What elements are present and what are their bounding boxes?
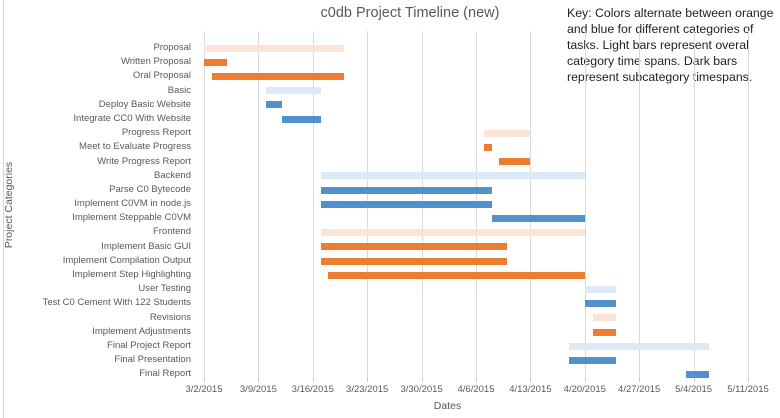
category-label: Integrate CC0 With Website	[73, 112, 191, 124]
plot-area	[204, 31, 749, 382]
category-label: Frontend	[152, 226, 191, 238]
gantt-bar	[569, 357, 616, 364]
category-label: Implement C0VM in node.js	[74, 198, 191, 210]
key-note-line: represent subcategory timespans.	[567, 70, 753, 84]
gridline	[204, 31, 205, 378]
category-label: Implement Basic GUI	[101, 240, 191, 252]
date-tick-label: 4/13/2015	[509, 384, 552, 395]
gantt-bar	[685, 371, 710, 379]
date-tick-label: 3/23/2015	[346, 384, 389, 395]
key-note: Key: Colors alternate between orange and…	[567, 5, 779, 85]
gantt-bar	[499, 158, 531, 166]
gridline	[639, 31, 641, 378]
axis-tick	[584, 378, 586, 382]
axis-tick	[693, 378, 695, 382]
date-axis: 3/2/2015 3/9/2015 3/16/2015 3/23/2015 3/30/2…	[0, 384, 780, 398]
gridline	[584, 31, 586, 378]
date-tick-label: 5/4/2015	[675, 384, 713, 395]
x-axis-title: Dates	[433, 400, 462, 412]
category-label: Test C0 Cement With 122 Students	[42, 297, 191, 309]
category-label: Final Report	[139, 368, 191, 380]
gantt-bar	[281, 115, 321, 123]
category-label: Backend	[154, 169, 191, 181]
category-label: Implement Adjustments	[92, 325, 191, 337]
gridline	[748, 31, 749, 378]
gantt-bar	[204, 58, 228, 66]
category-label: Progress Report	[121, 127, 191, 139]
gantt-bar	[328, 271, 585, 279]
category-axis: Proposal Written Proposal Oral Proposal Bas…	[0, 41, 197, 382]
axis-tick	[476, 378, 477, 382]
category-label: Meet to Evaluate Progress	[79, 141, 191, 153]
category-label: Write Progress Report	[97, 155, 191, 167]
gantt-bar	[491, 215, 585, 222]
gantt-bar	[204, 44, 344, 52]
gantt-bar	[584, 300, 616, 308]
gantt-bar	[320, 172, 585, 180]
gantt-bar	[592, 314, 616, 322]
axis-tick	[421, 378, 423, 382]
category-label: Final Project Report	[107, 339, 191, 351]
category-label: Written Proposal	[120, 56, 191, 68]
gantt-bar	[266, 101, 282, 109]
axis-tick	[639, 378, 641, 382]
gridline	[693, 31, 695, 378]
category-label: User Testing	[138, 283, 191, 295]
gantt-bar	[320, 229, 585, 237]
category-label: Basic	[167, 84, 191, 96]
category-label: Parse C0 Bytecode	[109, 183, 191, 195]
date-tick-label: 4/20/2015	[563, 384, 606, 395]
date-tick-label: 4/6/2015	[457, 384, 495, 395]
axis-tick	[748, 378, 749, 382]
gridline	[312, 31, 314, 378]
gantt-bar	[483, 129, 531, 137]
key-note-line: category time spans. Dark bars	[567, 54, 738, 68]
gantt-bar	[320, 243, 508, 251]
gantt-bar	[592, 328, 616, 336]
key-note-line: Key: Colors alternate between orange	[567, 6, 774, 20]
key-note-line: tasks. Light bars represent overal	[567, 38, 749, 52]
axis-tick	[530, 378, 532, 382]
gantt-bar	[211, 73, 344, 80]
axis-tick	[367, 378, 369, 382]
chart-title: c0db Project Timeline (new)	[320, 5, 500, 21]
axis-tick	[312, 378, 314, 382]
date-tick-label: 5/11/2015	[727, 384, 769, 395]
axis-tick	[204, 378, 205, 382]
gridline	[258, 31, 260, 378]
gantt-bar	[584, 286, 616, 293]
key-note-line: and blue for different categories of	[567, 22, 754, 36]
category-label: Revisions	[149, 311, 191, 323]
category-label: Implement Step Highlighting	[72, 269, 191, 280]
gantt-bar	[320, 186, 492, 194]
date-tick-label: 3/30/2015	[400, 384, 443, 395]
date-tick-label: 3/16/2015	[291, 384, 334, 395]
category-label: Implement Steppable C0VM	[72, 212, 191, 224]
category-label: Oral Proposal	[132, 70, 191, 82]
category-label: Deploy Basic Website	[98, 98, 191, 110]
left-border-line	[3, 0, 4, 418]
gantt-bar	[569, 342, 710, 350]
category-label: Implement Compilation Output	[62, 254, 191, 266]
category-label: Proposal	[153, 42, 192, 53]
gantt-bar	[320, 200, 492, 208]
date-tick-label: 3/9/2015	[239, 384, 277, 395]
gantt-bar	[266, 87, 321, 95]
gantt-bar	[483, 144, 492, 151]
date-tick-label: 3/2/2015	[185, 384, 223, 395]
category-label: Final Presentation	[114, 354, 191, 366]
gantt-bar	[320, 257, 508, 265]
y-axis-title: Project Categories	[3, 161, 15, 249]
axis-tick	[258, 378, 260, 382]
gridline	[530, 31, 532, 378]
date-tick-label: 4/27/2015	[618, 384, 661, 395]
